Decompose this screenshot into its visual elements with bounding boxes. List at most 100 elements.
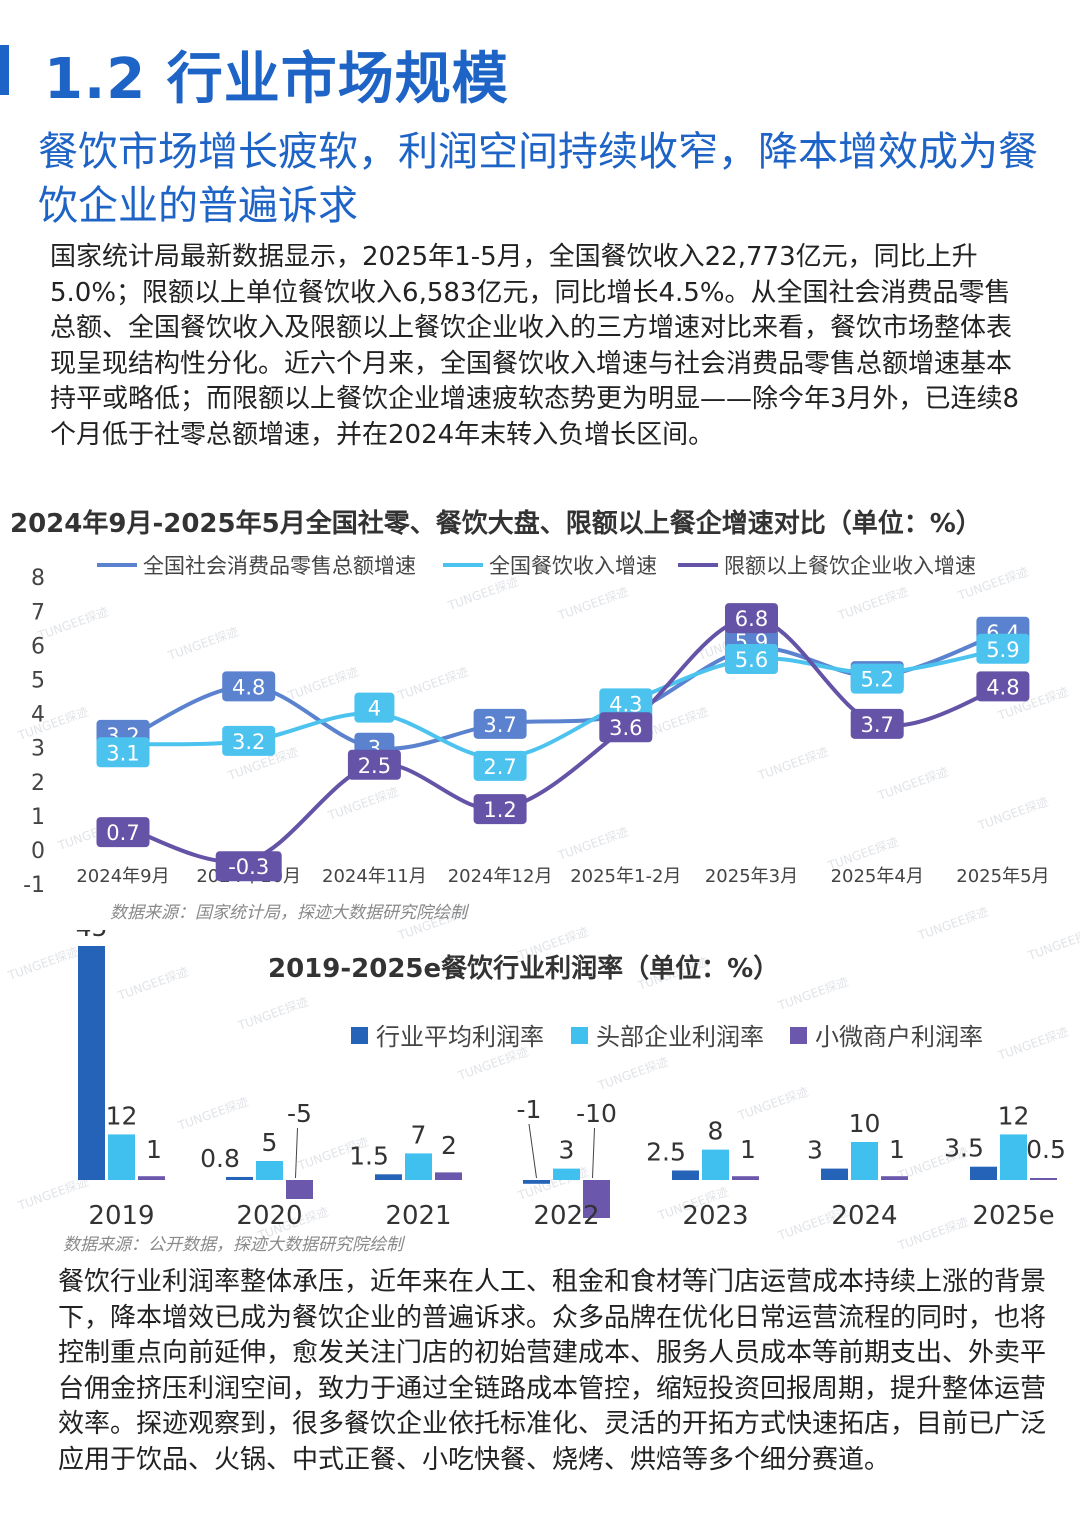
data-label-box xyxy=(976,633,1030,664)
x-tick-label: 2025年3月 xyxy=(705,866,798,887)
data-label: 5.9 xyxy=(986,638,1019,662)
bar xyxy=(138,1176,165,1180)
bar-chart: 行业平均利润率头部企业利润率小微商户利润率4512120190.85-52020… xyxy=(76,930,1066,1230)
data-label-box xyxy=(976,671,1030,702)
data-label-box xyxy=(599,688,653,719)
data-label: 2.5 xyxy=(358,754,391,778)
bar xyxy=(881,1176,908,1180)
data-label-box xyxy=(215,851,282,882)
x-tick-label: 2023 xyxy=(682,1201,748,1230)
data-label: 0.7 xyxy=(106,821,139,845)
section-title: 1.2 行业市场规模 xyxy=(44,47,509,112)
x-tick-label: 2019 xyxy=(88,1201,154,1230)
data-label: 12 xyxy=(998,1101,1030,1130)
line-chart-title: 2024年9月-2025年5月全国社零、餐饮大盘、限额以上餐企增速对比（单位：%… xyxy=(10,509,982,539)
y-tick-label: 2 xyxy=(31,771,45,796)
y-tick-label: 0 xyxy=(31,839,45,864)
data-label-box xyxy=(222,725,276,756)
data-label: 3.5 xyxy=(944,1134,984,1163)
data-label: 0.5 xyxy=(1026,1135,1066,1164)
data-label-box xyxy=(725,644,778,675)
x-tick-label: 2025年5月 xyxy=(956,866,1049,887)
y-tick-label: 5 xyxy=(31,669,45,694)
bar xyxy=(553,1168,580,1180)
bar xyxy=(78,946,105,1180)
bar xyxy=(851,1142,878,1180)
data-label-box xyxy=(222,671,276,702)
x-tick-label: 2025e xyxy=(972,1201,1054,1230)
conclusion-paragraph: 餐饮行业利润率整体承压，近年来在人工、租金和食材等门店运营成本持续上涨的背景下，… xyxy=(58,1267,1047,1475)
bar xyxy=(226,1176,253,1180)
legend-label: 头部企业利润率 xyxy=(596,1023,764,1051)
y-tick-label: 6 xyxy=(31,634,45,659)
data-label-box xyxy=(599,712,653,743)
data-label: 5 xyxy=(262,1128,278,1157)
x-tick-label: 2024年11月 xyxy=(322,866,427,887)
data-label: 2.7 xyxy=(483,755,516,779)
bar xyxy=(583,1180,610,1218)
data-label: -5 xyxy=(287,1099,312,1128)
line-chart: -10123456782024年9月2024年10月2024年11月2024年1… xyxy=(23,554,1049,892)
data-label: 5.2 xyxy=(860,668,893,692)
legend-label: 限额以上餐饮企业收入增速 xyxy=(724,554,976,578)
bar xyxy=(1000,1134,1027,1180)
data-label: 45 xyxy=(76,930,108,942)
data-label: 4.8 xyxy=(986,675,1019,699)
section-accent-bar xyxy=(0,45,9,95)
bar xyxy=(1030,1178,1057,1180)
data-label: 1 xyxy=(740,1135,756,1164)
bar xyxy=(286,1180,313,1199)
x-tick-label: 2025年4月 xyxy=(831,866,924,887)
y-tick-label: 3 xyxy=(31,737,45,762)
legend-swatch xyxy=(790,1027,807,1044)
x-tick-label: 2024年9月 xyxy=(76,866,169,887)
x-tick-label: 2025年1-2月 xyxy=(570,866,681,887)
bar xyxy=(108,1134,135,1180)
data-label-box xyxy=(354,692,395,723)
legend-label: 小微商户利润率 xyxy=(815,1023,983,1051)
y-tick-label: 7 xyxy=(31,600,45,625)
data-label-box xyxy=(850,708,904,739)
bar xyxy=(702,1149,729,1180)
data-label: 1 xyxy=(889,1135,905,1164)
data-label: 12 xyxy=(106,1101,138,1130)
data-label: 4.8 xyxy=(232,675,265,699)
bar xyxy=(256,1161,283,1180)
x-tick-label: 2022 xyxy=(533,1201,599,1230)
data-label: 3.2 xyxy=(232,730,265,754)
data-label-box xyxy=(96,817,150,848)
bar xyxy=(672,1170,699,1180)
data-label-box xyxy=(725,603,778,634)
legend-swatch xyxy=(351,1027,368,1044)
bar xyxy=(435,1172,462,1180)
leader-line xyxy=(295,1127,298,1179)
data-label: 3.7 xyxy=(483,713,516,737)
x-tick-label: 2020 xyxy=(236,1201,302,1230)
data-label: 1.2 xyxy=(483,798,516,822)
data-label: 7 xyxy=(411,1120,427,1149)
data-label: 8 xyxy=(708,1117,724,1146)
legend-label: 行业平均利润率 xyxy=(376,1023,544,1051)
bar xyxy=(375,1174,402,1180)
bar-chart-source: 数据来源：公开数据，探迹大数据研究院绘制 xyxy=(63,1235,403,1255)
data-label: 6.8 xyxy=(735,607,768,631)
data-label: 5.6 xyxy=(735,648,768,672)
bar xyxy=(970,1166,997,1180)
data-label: 3 xyxy=(807,1136,823,1165)
legend-swatch xyxy=(571,1027,588,1044)
line-chart-source: 数据来源：国家统计局，探迹大数据研究院绘制 xyxy=(110,903,467,923)
data-label-box xyxy=(473,708,527,739)
data-label-box xyxy=(347,749,401,780)
leader-line xyxy=(528,1123,537,1179)
y-tick-label: -1 xyxy=(23,873,45,892)
data-label: 4 xyxy=(368,697,381,721)
data-label: 3.6 xyxy=(609,716,642,740)
data-label: -0.3 xyxy=(228,855,269,879)
leader-line xyxy=(592,1127,595,1179)
x-tick-label: 2021 xyxy=(385,1201,451,1230)
bar xyxy=(732,1176,759,1180)
data-label: 2.5 xyxy=(646,1138,686,1167)
data-label: 3 xyxy=(559,1136,575,1165)
y-tick-label: 4 xyxy=(31,703,45,728)
y-tick-label: 1 xyxy=(31,805,45,830)
